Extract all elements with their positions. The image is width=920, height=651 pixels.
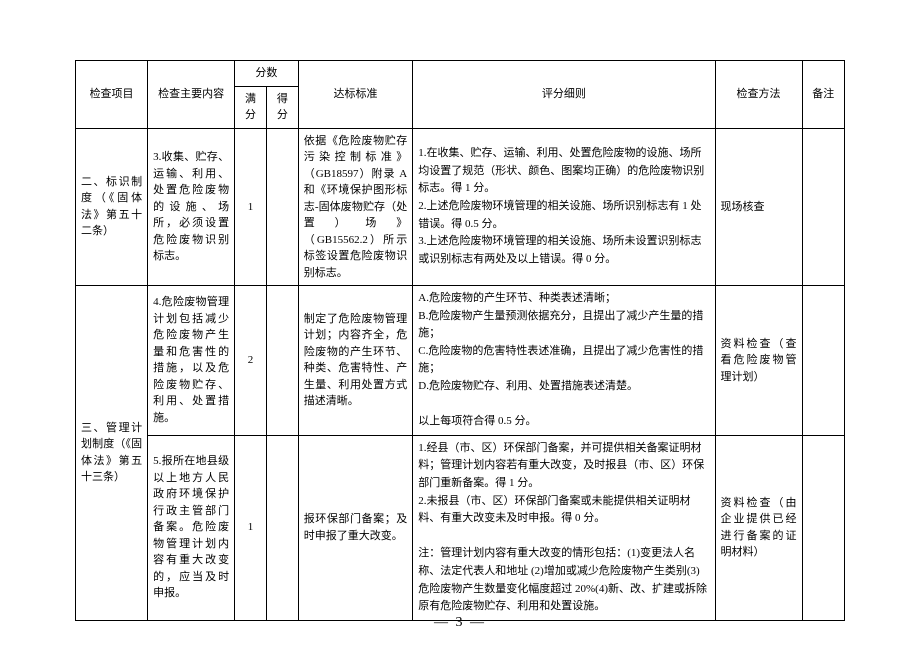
cell-full-score: 1 bbox=[235, 435, 267, 620]
cell-standard: 制定了危险废物管理计划；内容齐全，危险废物的产生环节、种类、危害特性、产生量、利… bbox=[298, 286, 413, 436]
cell-method: 资料检查（查看危险废物管理计划） bbox=[715, 286, 802, 436]
cell-standard: 依据《危险废物贮存污染控制标准》（GB18597）附录 A 和《环境保护图形标志… bbox=[298, 128, 413, 286]
cell-project: 二、标识制度（《固体法》第五十二条） bbox=[76, 128, 148, 286]
page-number: — 3 — bbox=[0, 615, 920, 631]
header-content: 检查主要内容 bbox=[148, 61, 235, 129]
cell-rules: 1.在收集、贮存、运输、利用、处置危险废物的设施、场所均设置了规范（形状、颜色、… bbox=[413, 128, 715, 286]
cell-got-score bbox=[266, 286, 298, 436]
header-method: 检查方法 bbox=[715, 61, 802, 129]
cell-full-score: 1 bbox=[235, 128, 267, 286]
header-rules: 评分细则 bbox=[413, 61, 715, 129]
cell-method: 资料检查（由企业提供已经进行备案的证明材料） bbox=[715, 435, 802, 620]
header-remark: 备注 bbox=[802, 61, 844, 129]
cell-got-score bbox=[266, 128, 298, 286]
header-project: 检查项目 bbox=[76, 61, 148, 129]
header-full-score: 满分 bbox=[235, 86, 267, 128]
table-row: 二、标识制度（《固体法》第五十二条） 3.收集、贮存、运输、利用、处置危险废物的… bbox=[76, 128, 845, 286]
cell-remark bbox=[802, 435, 844, 620]
cell-remark bbox=[802, 286, 844, 436]
cell-standard: 报环保部门备案；及时申报了重大改变。 bbox=[298, 435, 413, 620]
header-score-group: 分数 bbox=[235, 61, 299, 87]
cell-content: 5.报所在地县级以上地方人民政府环境保护行政主管部门备案。危险废物管理计划内容有… bbox=[148, 435, 235, 620]
cell-remark bbox=[802, 128, 844, 286]
table-row: 三、管理计划制度（《固体法》第五十三条） 4.危险废物管理计划包括减少危险废物产… bbox=[76, 286, 845, 436]
cell-got-score bbox=[266, 435, 298, 620]
cell-rules: 1.经县（市、区）环保部门备案，并可提供相关备案证明材料；管理计划内容若有重大改… bbox=[413, 435, 715, 620]
cell-full-score: 2 bbox=[235, 286, 267, 436]
cell-content: 3.收集、贮存、运输、利用、处置危险废物的设施、场所，必须设置危险废物识别标志。 bbox=[148, 128, 235, 286]
header-standard: 达标标准 bbox=[298, 61, 413, 129]
cell-project: 三、管理计划制度（《固体法》第五十三条） bbox=[76, 286, 148, 621]
cell-content: 4.危险废物管理计划包括减少危险废物产生量和危害性的措施，以及危险废物贮存、利用… bbox=[148, 286, 235, 436]
table-row: 5.报所在地县级以上地方人民政府环境保护行政主管部门备案。危险废物管理计划内容有… bbox=[76, 435, 845, 620]
header-got-score: 得分 bbox=[266, 86, 298, 128]
cell-rules: A.危险废物的产生环节、种类表述清晰；B.危险废物产生量预测依据充分，且提出了减… bbox=[413, 286, 715, 436]
inspection-table: 检查项目 检查主要内容 分数 达标标准 评分细则 检查方法 备注 满分 得分 二… bbox=[75, 60, 845, 621]
cell-method: 现场核查 bbox=[715, 128, 802, 286]
